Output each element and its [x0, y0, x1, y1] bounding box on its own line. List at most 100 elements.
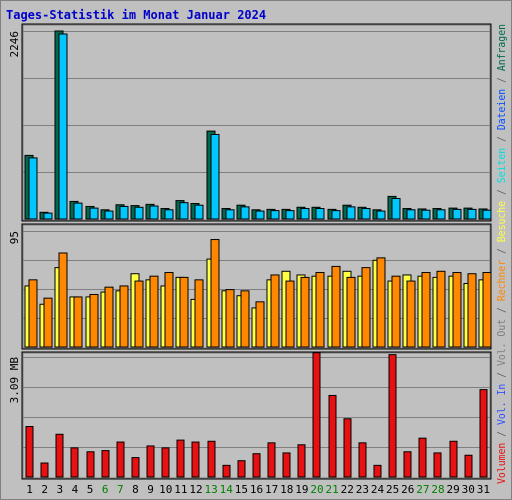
bar-volumen-day-5	[86, 451, 95, 478]
bar-rechner-day-18	[285, 280, 295, 348]
y-max-label: 3.09 MB	[8, 357, 21, 404]
bar-rechner-day-4	[73, 296, 83, 348]
bar-dateien-day-6	[104, 210, 114, 220]
legend-entry-4: Vol. Out	[495, 319, 508, 366]
bar-volumen-day-23	[358, 442, 367, 478]
x-tick-label-day-30: 30	[462, 483, 475, 496]
x-tick-label-day-4: 4	[72, 483, 79, 496]
bar-dateien-day-15	[240, 206, 250, 220]
legend-entry-2: Vol. In	[495, 384, 508, 425]
bar-dateien-day-26	[406, 209, 416, 220]
bar-volumen-day-12	[191, 441, 200, 478]
bar-rechner-day-17	[270, 274, 280, 348]
bar-rechner-day-26	[406, 280, 416, 348]
legend-entry-14: Anfragen	[495, 24, 508, 71]
bar-dateien-day-30	[467, 208, 477, 220]
bar-volumen-day-16	[252, 453, 261, 478]
bar-dateien-day-12	[194, 204, 204, 220]
bar-rechner-day-23	[361, 267, 371, 348]
bar-rechner-day-29	[452, 272, 462, 348]
legend-entry-12: Dateien	[495, 89, 508, 130]
bar-rechner-day-19	[300, 276, 310, 348]
x-tick-label-day-21: 21	[326, 483, 339, 496]
x-tick-label-day-2: 2	[41, 483, 48, 496]
legend-entry-3: /	[495, 366, 508, 384]
bar-volumen-day-7	[116, 441, 125, 478]
y-max-label: 95	[8, 231, 21, 244]
bar-rechner-day-28	[436, 270, 446, 348]
bar-dateien-day-24	[376, 210, 386, 220]
legend-entry-13: /	[495, 71, 508, 89]
legend-entry-11: /	[495, 130, 508, 148]
x-tick-label-day-15: 15	[235, 483, 248, 496]
legend-entry-1: /	[495, 425, 508, 443]
x-tick-label-day-14: 14	[220, 483, 234, 496]
bar-volumen-day-31	[479, 389, 488, 478]
bar-rechner-day-11	[179, 276, 189, 348]
x-tick-label-day-11: 11	[174, 483, 187, 496]
bar-dateien-day-2	[43, 212, 53, 220]
bar-dateien-day-9	[149, 205, 159, 220]
x-tick-label-day-25: 25	[386, 483, 399, 496]
legend-entry-6: Rechner	[495, 260, 508, 302]
x-tick-label-day-19: 19	[295, 483, 308, 496]
x-tick-label-day-8: 8	[132, 483, 139, 496]
x-tick-label-day-16: 16	[250, 483, 263, 496]
bar-rechner-day-7	[119, 285, 129, 348]
bar-rechner-day-5	[89, 293, 99, 348]
bar-dateien-day-20	[315, 208, 325, 220]
bar-dateien-day-8	[134, 206, 144, 220]
x-tick-label-day-6: 6	[102, 483, 109, 496]
x-tick-label-day-5: 5	[87, 483, 94, 496]
bar-rechner-day-12	[194, 279, 204, 348]
x-tick-label-day-28: 28	[431, 483, 444, 496]
bar-volumen-day-21	[328, 394, 337, 478]
bar-volumen-day-2	[40, 462, 49, 478]
bar-dateien-day-10	[164, 209, 174, 220]
legend-entry-0: Volumen	[495, 443, 508, 484]
bar-volumen-day-11	[176, 439, 185, 478]
panel-inner-border	[22, 352, 491, 479]
bar-dateien-day-22	[346, 206, 356, 220]
bar-volumen-day-15	[237, 460, 246, 478]
x-tick-label-day-27: 27	[416, 483, 429, 496]
bar-volumen-day-30	[464, 454, 473, 478]
bar-dateien-day-1	[28, 157, 38, 220]
x-tick-label-day-12: 12	[189, 483, 202, 496]
bar-rechner-day-16	[255, 301, 265, 348]
bar-volumen-day-29	[449, 440, 458, 478]
bar-volumen-day-3	[55, 433, 64, 478]
bar-rechner-day-3	[58, 252, 68, 348]
x-tick-label-day-18: 18	[280, 483, 293, 496]
bar-dateien-day-19	[300, 208, 310, 220]
bar-rechner-day-10	[164, 272, 174, 348]
bar-dateien-day-4	[73, 202, 83, 220]
bar-rechner-day-15	[240, 290, 250, 348]
bar-rechner-day-31	[482, 272, 492, 348]
x-tick-label-day-23: 23	[356, 483, 369, 496]
x-tick-label-day-7: 7	[117, 483, 124, 496]
x-tick-label-day-3: 3	[57, 483, 64, 496]
bar-volumen-day-28	[433, 452, 442, 478]
bar-volumen-day-24	[373, 464, 382, 478]
legend-entry-7: /	[495, 242, 508, 260]
bar-volumen-day-22	[343, 418, 352, 478]
x-tick-label-day-20: 20	[310, 483, 323, 496]
bar-dateien-day-18	[285, 210, 295, 220]
bar-volumen-day-19	[297, 444, 306, 478]
bar-dateien-day-11	[179, 202, 189, 220]
bar-rechner-day-22	[346, 276, 356, 348]
bar-dateien-day-28	[436, 209, 446, 220]
x-tick-label-day-31: 31	[477, 483, 490, 496]
bar-dateien-day-14	[225, 209, 235, 220]
x-tick-label-day-26: 26	[401, 483, 414, 496]
bar-rechner-day-25	[391, 275, 401, 348]
legend-entry-5: /	[495, 301, 508, 319]
x-tick-label-day-24: 24	[371, 483, 385, 496]
y-max-label: 2246	[8, 31, 21, 58]
bar-dateien-day-27	[421, 209, 431, 220]
bar-dateien-day-13	[210, 133, 220, 220]
bar-volumen-day-1	[25, 426, 34, 478]
x-tick-label-day-29: 29	[447, 483, 460, 496]
x-tick-label-day-10: 10	[159, 483, 172, 496]
